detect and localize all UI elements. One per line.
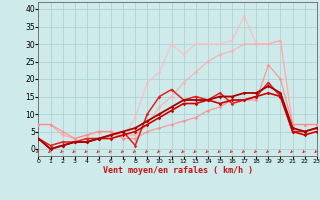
X-axis label: Vent moyen/en rafales ( km/h ): Vent moyen/en rafales ( km/h ) [103,166,252,175]
